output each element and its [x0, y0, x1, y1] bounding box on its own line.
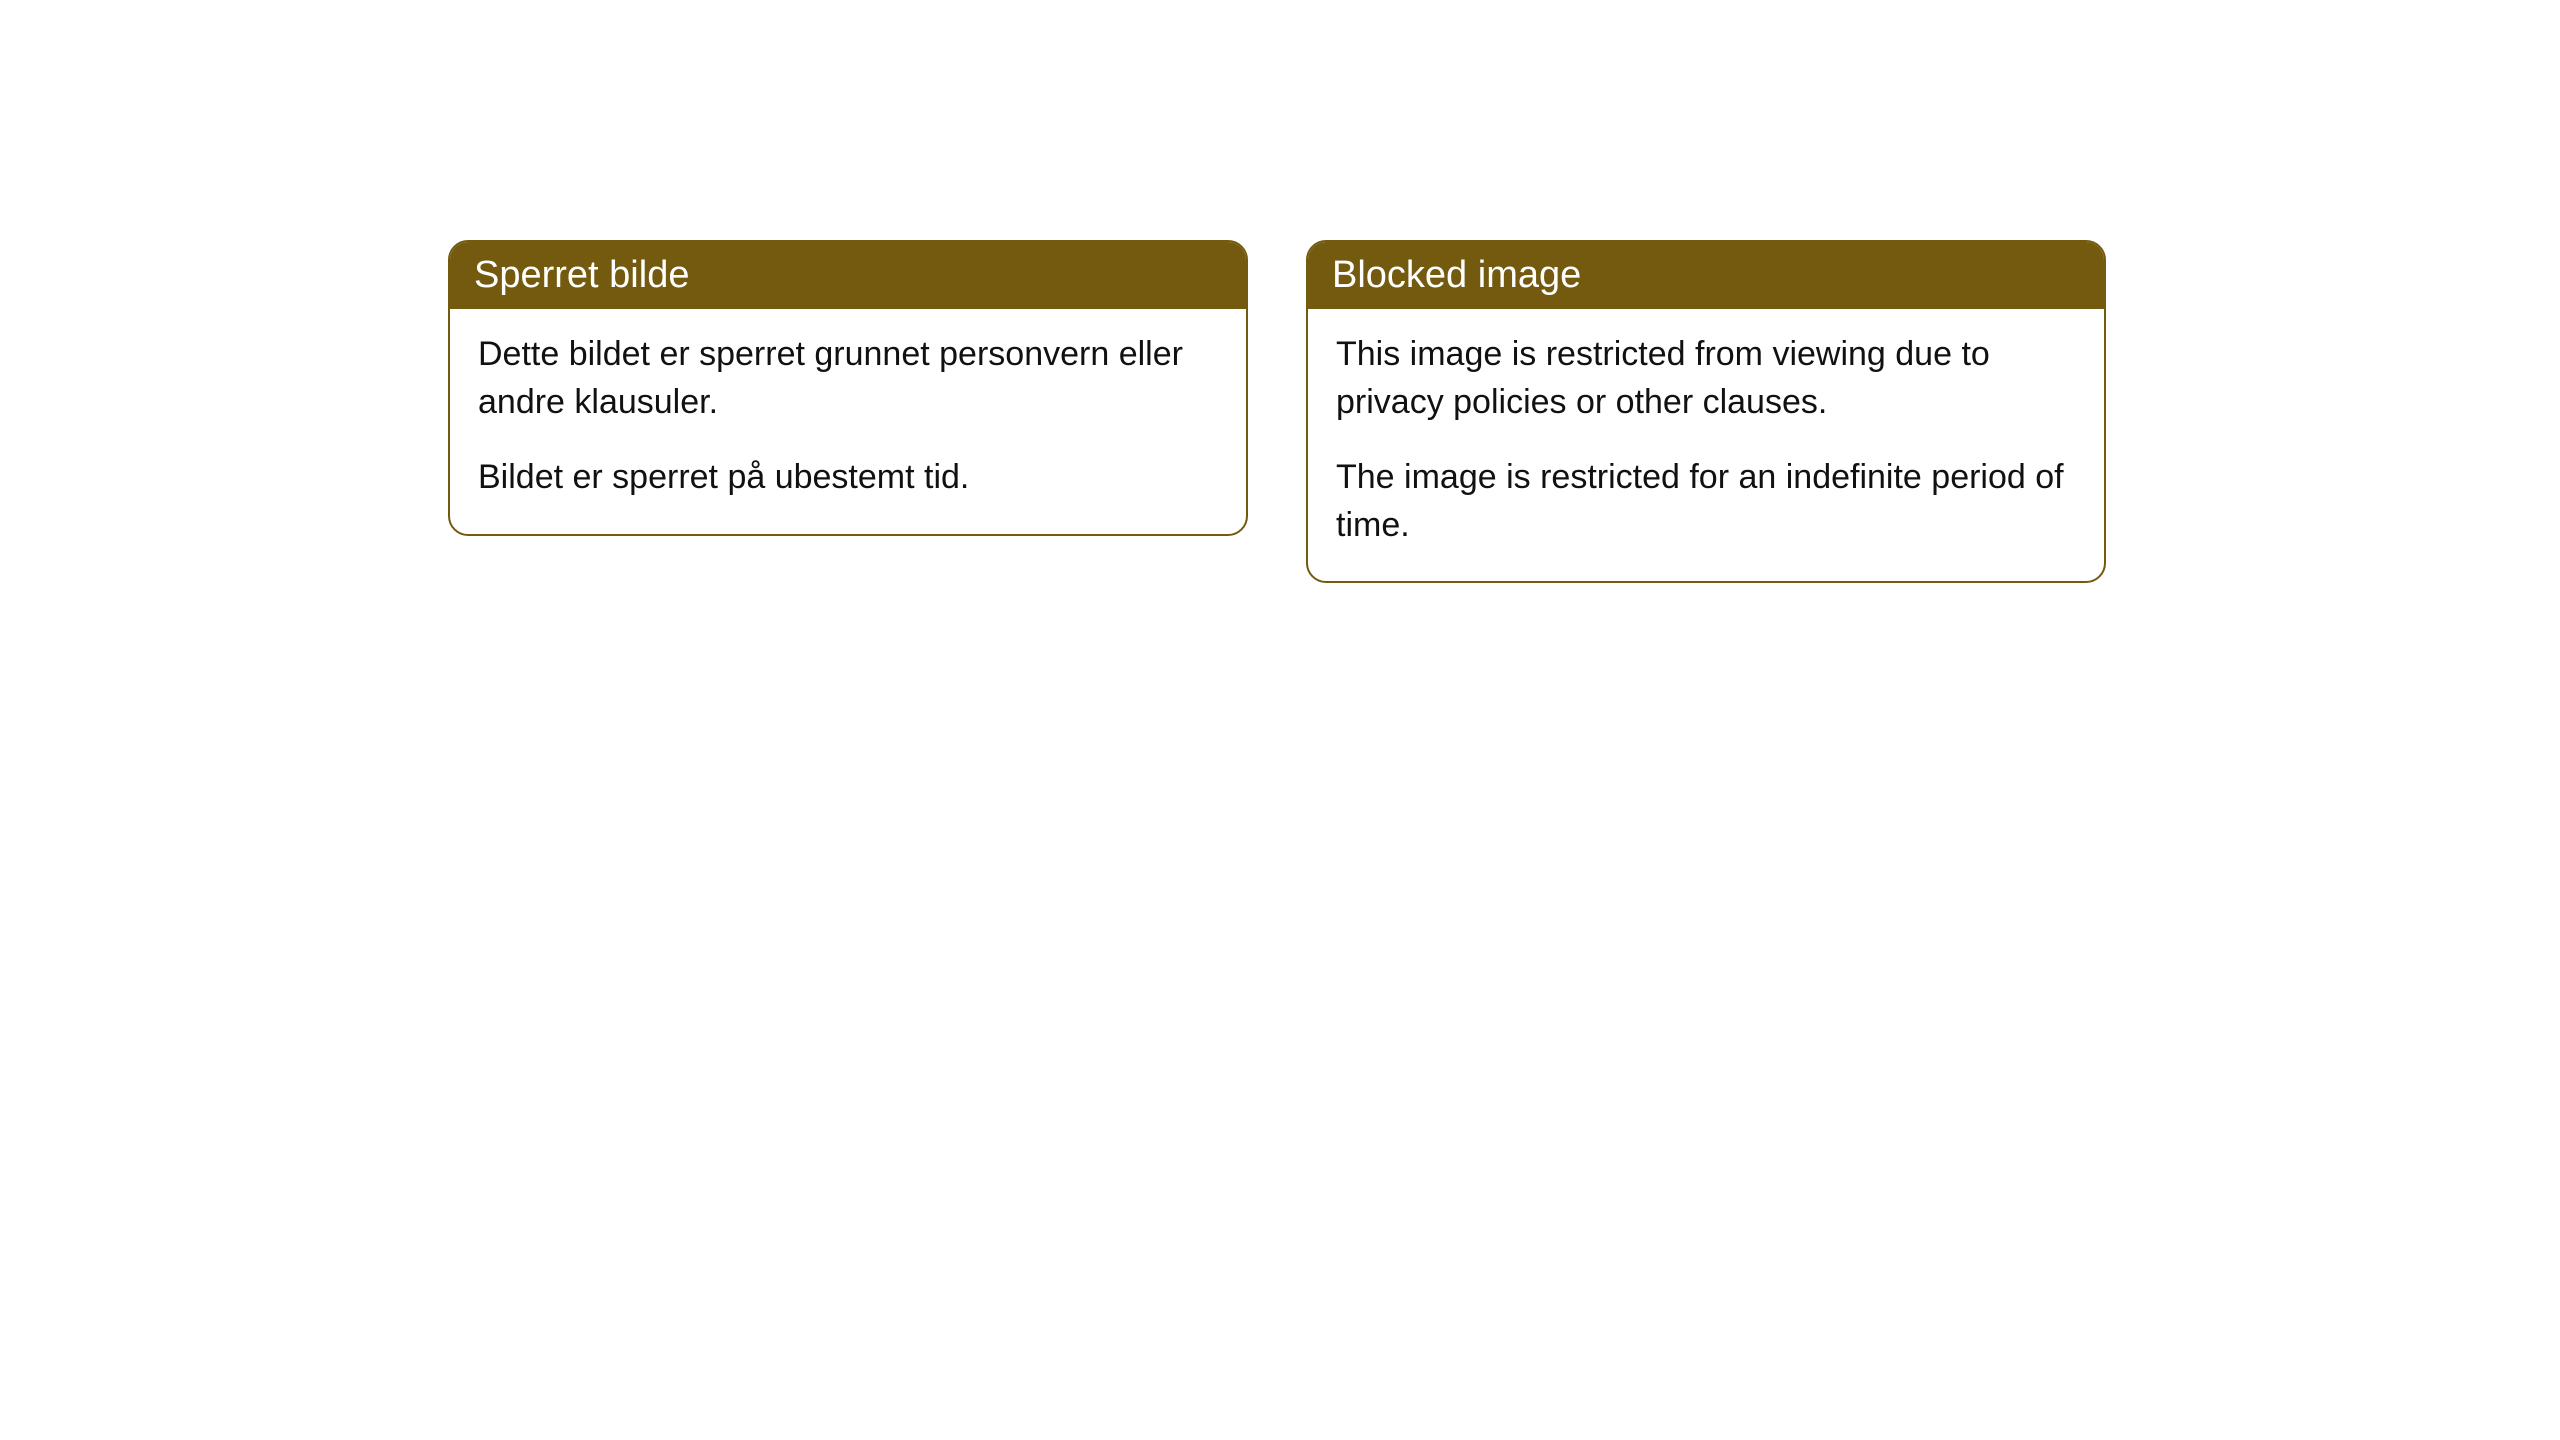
- notice-body: Dette bildet er sperret grunnet personve…: [450, 309, 1246, 534]
- blocked-image-notice-no: Sperret bilde Dette bildet er sperret gr…: [448, 240, 1248, 536]
- blocked-image-notice-en: Blocked image This image is restricted f…: [1306, 240, 2106, 583]
- notice-paragraph: This image is restricted from viewing du…: [1336, 331, 2076, 426]
- notice-body: This image is restricted from viewing du…: [1308, 309, 2104, 581]
- notice-paragraph: Dette bildet er sperret grunnet personve…: [478, 331, 1218, 426]
- notice-paragraph: The image is restricted for an indefinit…: [1336, 454, 2076, 549]
- notice-paragraph: Bildet er sperret på ubestemt tid.: [478, 454, 1218, 502]
- notice-header: Sperret bilde: [450, 242, 1246, 309]
- notice-header: Blocked image: [1308, 242, 2104, 309]
